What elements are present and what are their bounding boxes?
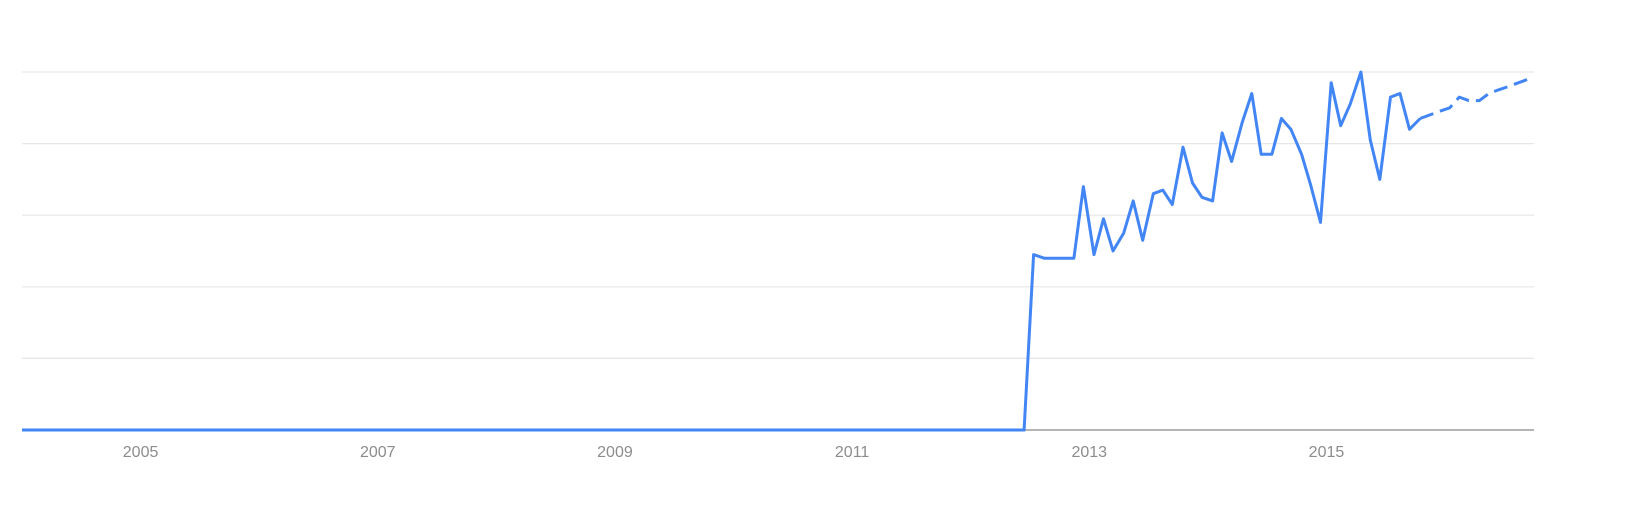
series-lines: [22, 70, 1529, 432]
x-tick-label: 2011: [835, 444, 870, 461]
x-tick-label: 2013: [1071, 444, 1107, 461]
series-line-dashed: [1419, 77, 1529, 120]
x-tick-label: 2007: [360, 444, 396, 461]
x-tick-label: 2005: [123, 444, 159, 461]
x-tick-labels: 2005 2007 2009 2011 2013 2015: [123, 444, 1345, 461]
x-tick-label: 2015: [1309, 444, 1345, 461]
x-tick-label: 2009: [597, 444, 633, 461]
series-line-solid: [22, 70, 1422, 432]
y-gridlines: [22, 71, 1534, 359]
